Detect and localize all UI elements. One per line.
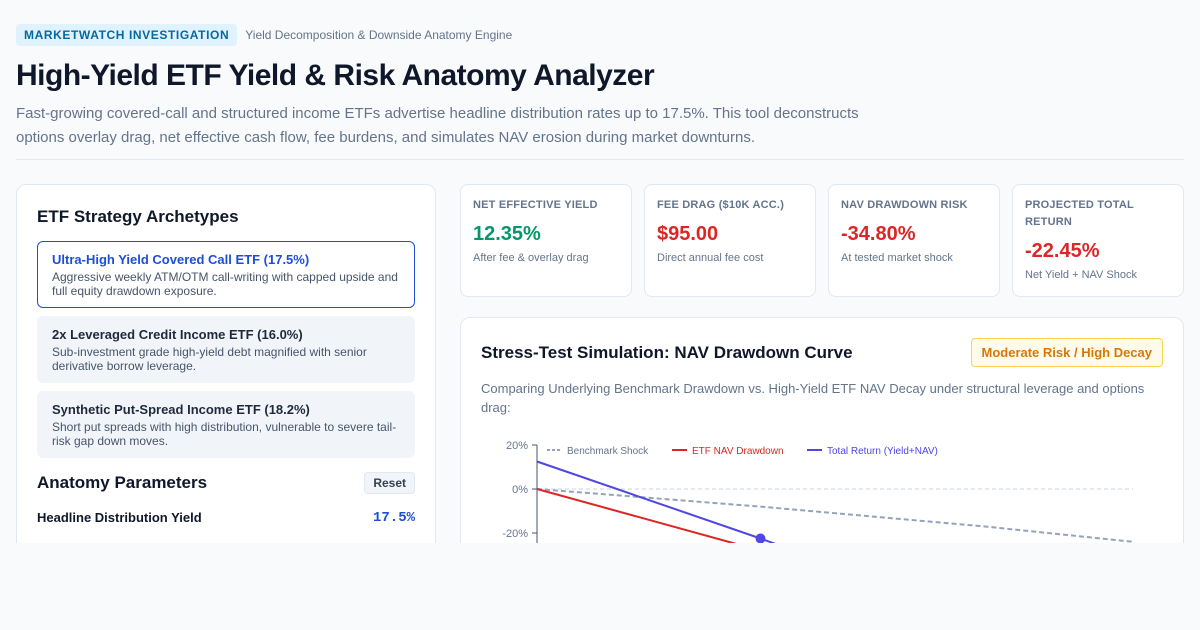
chart-title: Stress-Test Simulation: NAV Drawdown Cur…	[481, 342, 853, 362]
chart-header: Stress-Test Simulation: NAV Drawdown Cur…	[481, 338, 1163, 367]
param-label: Headline Distribution Yield	[37, 510, 202, 525]
archetype-option-leveraged-credit[interactable]: 2x Leveraged Credit Income ETF (16.0%) S…	[37, 316, 415, 383]
page-header: MARKETWATCH INVESTIGATION Yield Decompos…	[16, 24, 1184, 150]
drawdown-chart: 20% 0% -20% Benchmark Shock ETF NAV Drawdown…	[502, 440, 1134, 576]
archetype-desc: Sub-investment grade high-yield debt mag…	[52, 345, 367, 373]
param-row-headline-yield: Headline Distribution Yield 17.5%	[37, 510, 415, 526]
kpi-value: -34.80%	[841, 223, 916, 245]
tag-subtitle: Yield Decomposition & Downside Anatomy E…	[245, 28, 513, 42]
series-line-0	[536, 488, 1134, 543]
kpi-net-effective-yield: NET EFFECTIVE YIELD 12.35% After fee & o…	[460, 184, 632, 297]
kpi-label: PROJECTED TOTAL RETURN	[1025, 199, 1134, 228]
kpi-note: Direct annual fee cost	[657, 252, 764, 264]
kpi-value: 12.35%	[473, 223, 541, 245]
archetype-name: Synthetic Put-Spread Income ETF (18.2%)	[52, 402, 310, 417]
kpi-label: FEE DRAG ($10K ACC.)	[657, 199, 785, 211]
header-divider	[16, 159, 1184, 160]
page-subtitle: Fast-growing covered-call and structured…	[16, 105, 859, 146]
kpi-note: Net Yield + NAV Shock	[1025, 269, 1137, 281]
kpi-note: After fee & overlay drag	[473, 252, 589, 264]
param-value: 17.5%	[372, 510, 415, 526]
kpi-nav-drawdown: NAV DRAWDOWN RISK -34.80% At tested mark…	[828, 184, 1000, 297]
reset-button[interactable]: Reset	[364, 472, 415, 494]
archetype-desc: Aggressive weekly ATM/OTM call-writing w…	[52, 270, 398, 298]
archetypes-heading: ETF Strategy Archetypes	[37, 207, 239, 226]
legend-label: Total Return (Yield+NAV)	[827, 446, 938, 457]
chart-description: Comparing Underlying Benchmark Drawdown …	[481, 381, 1145, 415]
section-tag: MARKETWATCH INVESTIGATION	[16, 24, 238, 46]
kpi-projected-total-return: PROJECTED TOTAL RETURN -22.45% Net Yield…	[1012, 184, 1184, 297]
archetype-option-covered-call[interactable]: Ultra-High Yield Covered Call ETF (17.5%…	[37, 241, 415, 308]
legend-label: Benchmark Shock	[567, 446, 649, 457]
archetype-name: Ultra-High Yield Covered Call ETF (17.5%…	[52, 252, 310, 267]
stress-test-card: Stress-Test Simulation: NAV Drawdown Cur…	[460, 317, 1184, 577]
kpi-label: NAV DRAWDOWN RISK	[841, 199, 968, 211]
archetype-panel: ETF Strategy Archetypes Ultra-High Yield…	[16, 184, 436, 564]
archetype-list: Ultra-High Yield Covered Call ETF (17.5%…	[37, 241, 415, 458]
y-tick-label: 0%	[512, 484, 528, 496]
risk-badge: Moderate Risk / High Decay	[970, 338, 1163, 367]
archetype-name: 2x Leveraged Credit Income ETF (16.0%)	[52, 327, 303, 342]
legend-label: ETF NAV Drawdown	[692, 446, 784, 457]
kpi-value: $95.00	[657, 223, 719, 245]
page-bottom	[0, 543, 1200, 630]
kpi-label: NET EFFECTIVE YIELD	[473, 199, 598, 211]
kpi-note: At tested market shock	[841, 252, 953, 264]
data-point-marker	[755, 533, 766, 544]
y-tick-label: 20%	[506, 440, 528, 452]
kpi-value: -22.45%	[1025, 240, 1100, 262]
y-tick-label: -20%	[502, 528, 528, 540]
archetype-option-put-spread[interactable]: Synthetic Put-Spread Income ETF (18.2%) …	[37, 391, 415, 458]
tag-row: MARKETWATCH INVESTIGATION Yield Decompos…	[16, 24, 1184, 46]
archetype-desc: Short put spreads with high distribution…	[52, 420, 397, 448]
params-header: Anatomy Parameters Reset	[37, 472, 415, 494]
kpi-fee-drag: FEE DRAG ($10K ACC.) $95.00 Direct annua…	[644, 184, 816, 297]
page-title: High-Yield ETF Yield & Risk Anatomy Anal…	[16, 59, 655, 92]
params-heading: Anatomy Parameters	[37, 473, 208, 492]
